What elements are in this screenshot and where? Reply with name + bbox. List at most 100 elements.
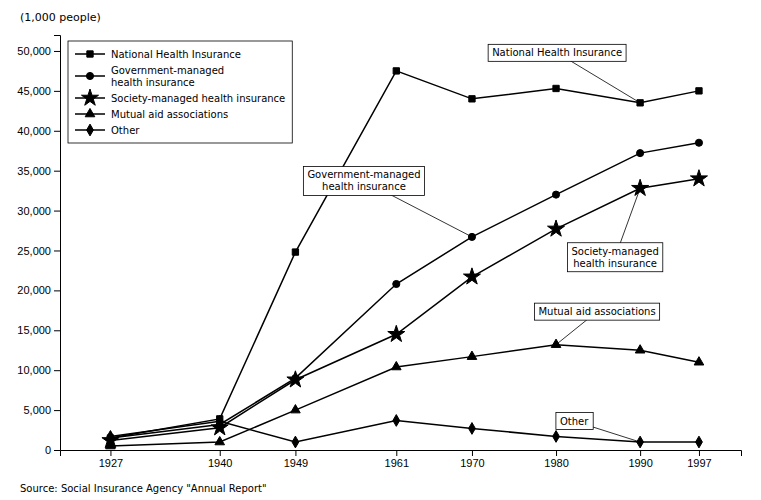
x-tick: 1927 [99,450,123,469]
x-tick-mark [110,450,111,456]
chart: 1927194019491961197019801990199705,00010… [0,0,761,500]
line [110,179,699,441]
y-tick: 50,000 [17,45,60,57]
legend-label: Society-managed health insurance [111,93,285,104]
y-tick-label: 15,000 [17,324,51,336]
marker [694,357,704,365]
y-tick: 25,000 [17,245,60,257]
annotation-text: Mutual aid associations [538,306,655,317]
x-tick-label: 1927 [99,457,123,469]
y-tick-label: 40,000 [17,125,51,137]
y-tick-mark [54,450,60,451]
marker [291,405,301,413]
annotation: National Health Insurance [488,44,640,103]
y-tick: 15,000 [17,324,60,336]
legend-label: National Health Insurance [111,49,241,60]
x-tick-mark [295,450,296,456]
x-tick-label: 1997 [687,457,711,469]
x-tick-label: 1990 [628,457,652,469]
annotation: Government-managedhealth insurance [303,166,472,237]
legend-item: Society-managed health insurance [75,89,285,105]
marker [690,170,707,186]
annotation: Mutual aid associations [534,303,659,345]
y-tick-label: 20,000 [17,284,51,296]
y-tick-mark [54,211,60,212]
y-tick-mark [54,51,60,52]
marker [696,88,702,94]
y-tick: 40,000 [17,125,60,137]
line [110,420,699,442]
y-tick-mark [54,410,60,411]
annotations: National Health Insurance Government-mana… [303,44,662,442]
marker [467,351,477,359]
x-tick-label: 1970 [460,457,484,469]
annotation-text: Society-managedhealth insurance [571,246,658,269]
line [110,345,699,446]
marker [635,345,645,353]
y-tick-mark [54,91,60,92]
marker [696,436,703,448]
y-axis: 05,00010,00015,00020,00025,00030,00035,0… [17,36,60,457]
marker [553,431,560,443]
x-tick-mark [472,450,473,456]
legend-item: Government-managedhealth insurance [75,65,224,88]
legend-label: Mutual aid associations [111,109,228,120]
annotation-box [556,413,593,430]
y-tick-mark [54,250,60,251]
marker [548,220,565,236]
marker [393,415,400,427]
marker [107,431,114,443]
x-tick-mark [396,450,397,456]
y-tick: 0 [45,444,60,456]
x-tick: 1990 [628,450,652,469]
legend-marker [86,72,93,79]
series [102,170,708,448]
y-tick: 35,000 [17,165,60,177]
y-tick-label: 35,000 [17,165,51,177]
y-tick-mark [54,290,60,291]
marker [637,100,643,106]
y-tick-label: 25,000 [17,245,51,257]
legend-item: Mutual aid associations [75,108,228,119]
marker [463,268,480,284]
legend-frame [68,41,292,143]
x-tick: 1949 [284,450,308,469]
marker [695,139,702,146]
marker [391,361,401,369]
annotation: Society-managedhealth insurance [567,188,662,272]
annotation-box [534,303,659,320]
y-tick-mark [54,370,60,371]
marker [287,371,304,387]
y-tick-label: 0 [45,444,51,456]
annotation-box [488,44,626,61]
x-tick: 1980 [544,450,568,469]
y-tick-label: 5,000 [23,404,51,416]
legend-label: Other [111,125,140,136]
line [110,143,699,438]
legend-marker [81,89,98,105]
annotation-box [567,243,662,272]
y-tick: 5,000 [23,404,60,416]
legend-label: Government-managedhealth insurance [111,65,224,88]
x-tick-label: 1961 [385,457,409,469]
marker [393,68,399,74]
y-tick-mark [54,330,60,331]
marker [393,280,400,287]
marker [215,436,225,444]
series [106,339,704,449]
marker [469,96,475,102]
marker [292,436,299,448]
series [107,139,703,441]
annotation-box [303,166,424,195]
y-tick-mark [54,131,60,132]
marker [551,339,561,347]
legend: National Health Insurance Government-mana… [68,41,292,143]
annotation-text: Other [560,416,589,427]
y-tick-label: 45,000 [17,85,51,97]
y-tick: 10,000 [17,364,60,376]
series [107,415,702,448]
x-tick-mark [640,450,641,456]
marker [632,179,649,195]
x-tick-mark [220,450,221,456]
marker [552,191,559,198]
